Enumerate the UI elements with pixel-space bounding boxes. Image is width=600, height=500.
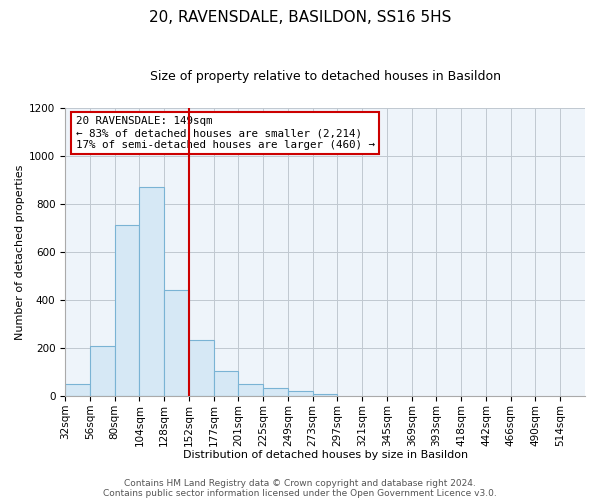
Bar	[189, 340, 214, 396]
Text: 20 RAVENSDALE: 149sqm
← 83% of detached houses are smaller (2,214)
17% of semi-d: 20 RAVENSDALE: 149sqm ← 83% of detached …	[76, 116, 374, 150]
Bar	[65, 384, 90, 396]
Text: Contains public sector information licensed under the Open Government Licence v3: Contains public sector information licen…	[103, 488, 497, 498]
Y-axis label: Number of detached properties: Number of detached properties	[15, 164, 25, 340]
Bar	[238, 384, 263, 396]
Bar	[139, 187, 164, 396]
Text: 20, RAVENSDALE, BASILDON, SS16 5HS: 20, RAVENSDALE, BASILDON, SS16 5HS	[149, 10, 451, 25]
Bar	[313, 394, 337, 396]
Bar	[263, 388, 288, 396]
Title: Size of property relative to detached houses in Basildon: Size of property relative to detached ho…	[149, 70, 500, 83]
Bar	[164, 290, 189, 396]
Bar	[288, 392, 313, 396]
Bar	[214, 371, 238, 396]
Text: Contains HM Land Registry data © Crown copyright and database right 2024.: Contains HM Land Registry data © Crown c…	[124, 478, 476, 488]
Bar	[90, 346, 115, 396]
Bar	[115, 226, 139, 396]
X-axis label: Distribution of detached houses by size in Basildon: Distribution of detached houses by size …	[182, 450, 467, 460]
